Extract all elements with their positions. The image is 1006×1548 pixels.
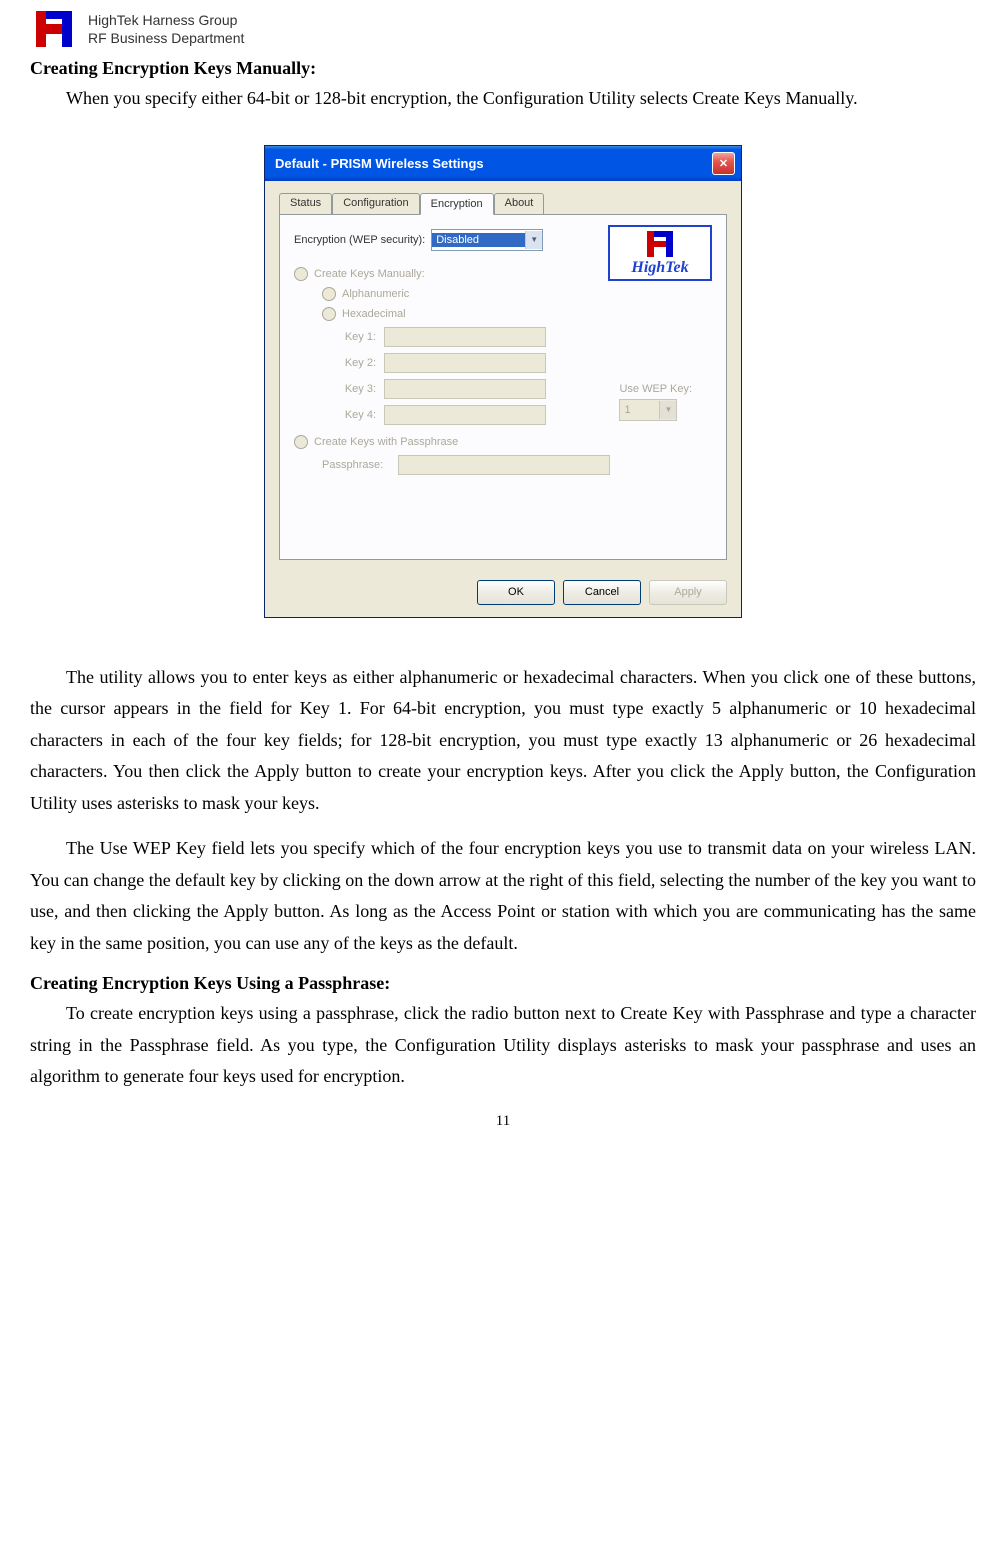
page-number: 11 xyxy=(30,1113,976,1130)
page-header: HighTek Harness Group RF Business Depart… xyxy=(30,8,976,50)
hightek-logo-icon xyxy=(30,8,78,50)
heading-passphrase: Creating Encryption Keys Using a Passphr… xyxy=(30,973,976,994)
create-manually-label: Create Keys Manually: xyxy=(314,268,425,280)
encryption-combo[interactable]: Disabled ▼ xyxy=(431,229,543,251)
chevron-down-icon: ▼ xyxy=(659,401,676,419)
encryption-value: Disabled xyxy=(432,233,525,247)
hexadecimal-label: Hexadecimal xyxy=(342,308,406,320)
chevron-down-icon: ▼ xyxy=(525,231,542,249)
screenshot-dialog: Default - PRISM Wireless Settings ✕ Stat… xyxy=(30,145,976,618)
tab-strip: Status Configuration Encryption About xyxy=(279,193,727,214)
para-wepkey: The Use WEP Key field lets you specify w… xyxy=(30,833,976,959)
prism-wireless-window: Default - PRISM Wireless Settings ✕ Stat… xyxy=(264,145,742,618)
key2-input[interactable] xyxy=(384,353,546,373)
key2-label: Key 2: xyxy=(334,357,376,369)
radio-create-passphrase[interactable] xyxy=(294,435,308,449)
radio-create-manually[interactable] xyxy=(294,267,308,281)
para-utility: The utility allows you to enter keys as … xyxy=(30,662,976,820)
tab-configuration[interactable]: Configuration xyxy=(332,193,419,214)
key3-label: Key 3: xyxy=(334,383,376,395)
passphrase-label: Passphrase: xyxy=(322,459,392,471)
department-name: RF Business Department xyxy=(88,29,244,47)
radio-hexadecimal[interactable] xyxy=(322,307,336,321)
key4-input[interactable] xyxy=(384,405,546,425)
key4-label: Key 4: xyxy=(334,409,376,421)
tab-encryption[interactable]: Encryption xyxy=(420,193,494,215)
passphrase-input[interactable] xyxy=(398,455,610,475)
para-intro: When you specify either 64-bit or 128-bi… xyxy=(30,83,976,115)
tab-status[interactable]: Status xyxy=(279,193,332,214)
key1-label: Key 1: xyxy=(334,331,376,343)
company-name: HighTek Harness Group xyxy=(88,11,244,29)
key1-input[interactable] xyxy=(384,327,546,347)
brand-logo-icon xyxy=(645,231,675,257)
encryption-panel: HighTek Encryption (WEP security): Disab… xyxy=(279,214,727,560)
dialog-buttons: OK Cancel Apply xyxy=(265,570,741,617)
brand-box: HighTek xyxy=(608,225,712,281)
cancel-button[interactable]: Cancel xyxy=(563,580,641,605)
close-icon: ✕ xyxy=(719,157,728,170)
use-wep-key-label: Use WEP Key: xyxy=(619,383,692,395)
apply-button[interactable]: Apply xyxy=(649,580,727,605)
tab-about[interactable]: About xyxy=(494,193,545,214)
window-title: Default - PRISM Wireless Settings xyxy=(275,156,484,171)
brand-text: HighTek xyxy=(612,259,708,277)
encryption-label: Encryption (WEP security): xyxy=(294,234,425,246)
para-passphrase: To create encryption keys using a passph… xyxy=(30,998,976,1093)
window-titlebar: Default - PRISM Wireless Settings ✕ xyxy=(265,146,741,181)
use-wep-key-combo[interactable]: 1 ▼ xyxy=(619,399,677,421)
close-button[interactable]: ✕ xyxy=(712,152,735,175)
radio-alphanumeric[interactable] xyxy=(322,287,336,301)
alphanumeric-label: Alphanumeric xyxy=(342,288,409,300)
key3-input[interactable] xyxy=(384,379,546,399)
use-wep-key-value: 1 xyxy=(620,404,659,416)
ok-button[interactable]: OK xyxy=(477,580,555,605)
heading-manual-keys: Creating Encryption Keys Manually: xyxy=(30,58,976,79)
create-passphrase-label: Create Keys with Passphrase xyxy=(314,436,458,448)
